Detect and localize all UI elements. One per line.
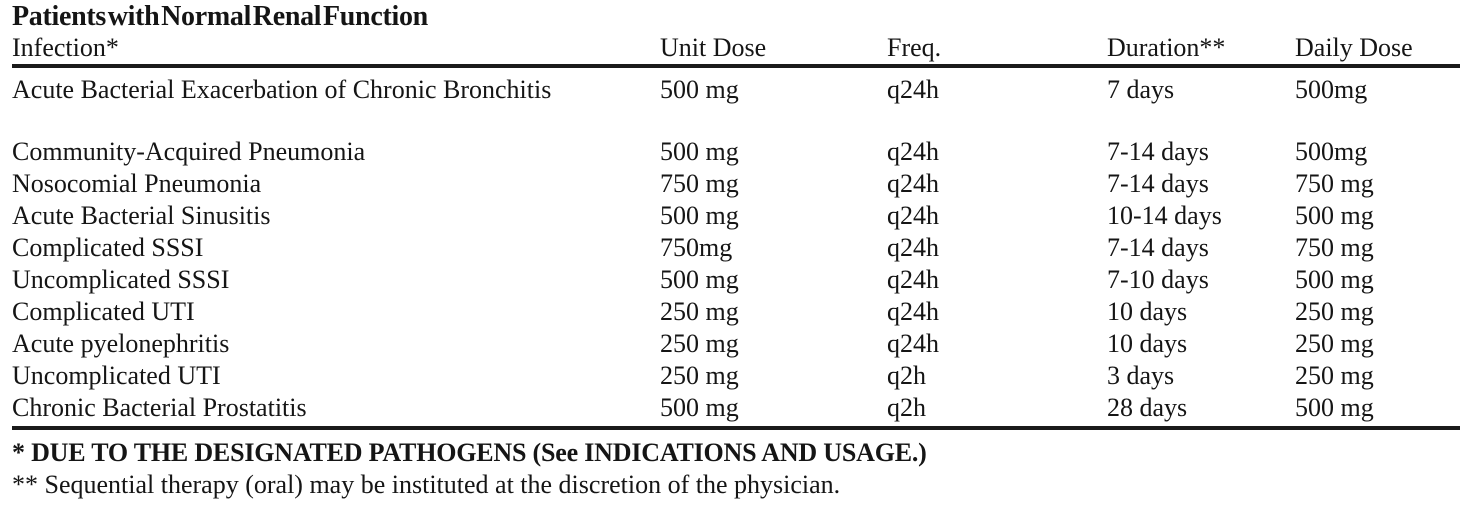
cell-unit-dose: 500 mg [660, 137, 739, 166]
table-row: Community-Acquired Pneumonia 500 mg q24h 7-… [12, 106, 1460, 168]
cell-unit-dose: 750mg [660, 233, 733, 262]
cell-infection: Complicated UTI [12, 297, 195, 326]
cell-daily-dose: 500 mg [1295, 265, 1374, 294]
table-row: Nosocomial Pneumonia 750 mg q24h 7-14 days 7… [12, 168, 1460, 200]
cell-daily-dose: 250 mg [1295, 297, 1374, 326]
cell-freq: q24h [887, 297, 939, 326]
cell-duration: 10 days [1107, 329, 1188, 358]
cell-daily-dose: 500 mg [1295, 201, 1374, 230]
cell-freq: q24h [887, 201, 939, 230]
cell-infection: Chronic Bacterial Prostatitis [12, 392, 660, 430]
cell-daily-dose: 500mg [1295, 75, 1368, 104]
table-header: Infection* Unit Dose Freq. Duration** Da… [12, 32, 1460, 68]
cell-unit-dose: 500 mg [660, 265, 739, 294]
table-row: Acute Bacterial Sinusitis 500 mg q24h 10-14… [12, 200, 1460, 232]
section-title: Patients with Normal Renal Function [12, 1, 428, 32]
cell-freq: q2h [887, 361, 926, 390]
cell-freq: q24h [887, 169, 939, 198]
cell-duration: 7-14 days [1107, 169, 1209, 198]
cell-freq: q24h [887, 265, 939, 294]
cell-unit-dose: 500 mg [660, 392, 887, 430]
cell-freq: q24h [887, 137, 939, 166]
cell-infection: Community-Acquired Pneumonia [12, 137, 366, 166]
cell-infection: Acute Bacterial Sinusitis [12, 201, 271, 230]
table-row: Complicated UTI 250 mg q24h 10 days 250 mg [12, 296, 1460, 328]
cell-unit-dose: 500 mg [660, 75, 739, 104]
footnote-pathogens: * DUE TO THE DESIGNATED PATHOGENS (See I… [12, 438, 927, 467]
col-header-infection: Infection* [12, 32, 660, 68]
cell-duration: 7-10 days [1107, 265, 1209, 294]
footnote-sequential-therapy: ** Sequential therapy (oral) may be inst… [12, 470, 841, 499]
table-row: Chronic Bacterial Prostatitis 500 mg q2h 28… [12, 392, 1460, 430]
cell-daily-dose: 750 mg [1295, 169, 1374, 198]
cell-daily-dose: 750 mg [1295, 233, 1374, 262]
table-row: Uncomplicated UTI 250 mg q2h 3 days 250 mg [12, 360, 1460, 392]
cell-unit-dose: 250 mg [660, 361, 739, 390]
cell-duration: 10 days [1107, 297, 1188, 326]
cell-duration: 3 days [1107, 361, 1175, 390]
col-header-freq: Freq. [887, 32, 1107, 68]
cell-infection: Uncomplicated SSSI [12, 265, 230, 294]
table-body: Acute Bacterial Exacerbation of Chronic … [12, 66, 1460, 430]
table-row: Acute pyelonephritis 250 mg q24h 10 days 250… [12, 328, 1460, 360]
cell-duration: 10-14 days [1107, 201, 1222, 230]
cell-infection: Acute Bacterial Exacerbation of Chronic … [12, 75, 552, 104]
cell-infection: Uncomplicated UTI [12, 361, 221, 390]
cell-duration: 28 days [1107, 392, 1295, 430]
header-row: Infection* Unit Dose Freq. Duration** Da… [12, 32, 1460, 68]
cell-daily-dose: 500 mg [1295, 392, 1460, 430]
cell-infection: Acute pyelonephritis [12, 329, 230, 358]
cell-daily-dose: 250 mg [1295, 329, 1374, 358]
cell-infection: Nosocomial Pneumonia [12, 169, 262, 198]
table-row: Complicated SSSI 750mg q24h 7-14 days 750 mg [12, 232, 1460, 264]
col-header-unit-dose: Unit Dose [660, 32, 887, 68]
cell-freq: q2h [887, 392, 1107, 430]
table-row: Acute Bacterial Exacerbation of Chronic … [12, 66, 1460, 106]
dosing-table: Infection* Unit Dose Freq. Duration** Da… [12, 32, 1460, 430]
cell-freq: q24h [887, 329, 939, 358]
col-header-daily-dose: Daily Dose [1295, 32, 1460, 68]
cell-duration: 7-14 days [1107, 233, 1209, 262]
cell-unit-dose: 250 mg [660, 329, 739, 358]
cell-unit-dose: 750 mg [660, 169, 739, 198]
cell-unit-dose: 250 mg [660, 297, 739, 326]
cell-duration: 7-14 days [1107, 137, 1209, 166]
cell-freq: q24h [887, 75, 939, 104]
cell-daily-dose: 250 mg [1295, 361, 1374, 390]
col-header-duration: Duration** [1107, 32, 1295, 68]
footnotes: * DUE TO THE DESIGNATED PATHOGENS (See I… [12, 437, 1462, 501]
cell-infection: Complicated SSSI [12, 233, 204, 262]
table-row: Uncomplicated SSSI 500 mg q24h 7-10 days 500… [12, 264, 1460, 296]
cell-duration: 7 days [1107, 75, 1175, 104]
cell-freq: q24h [887, 233, 939, 262]
cell-daily-dose: 500mg [1295, 137, 1368, 166]
cell-unit-dose: 500 mg [660, 201, 739, 230]
